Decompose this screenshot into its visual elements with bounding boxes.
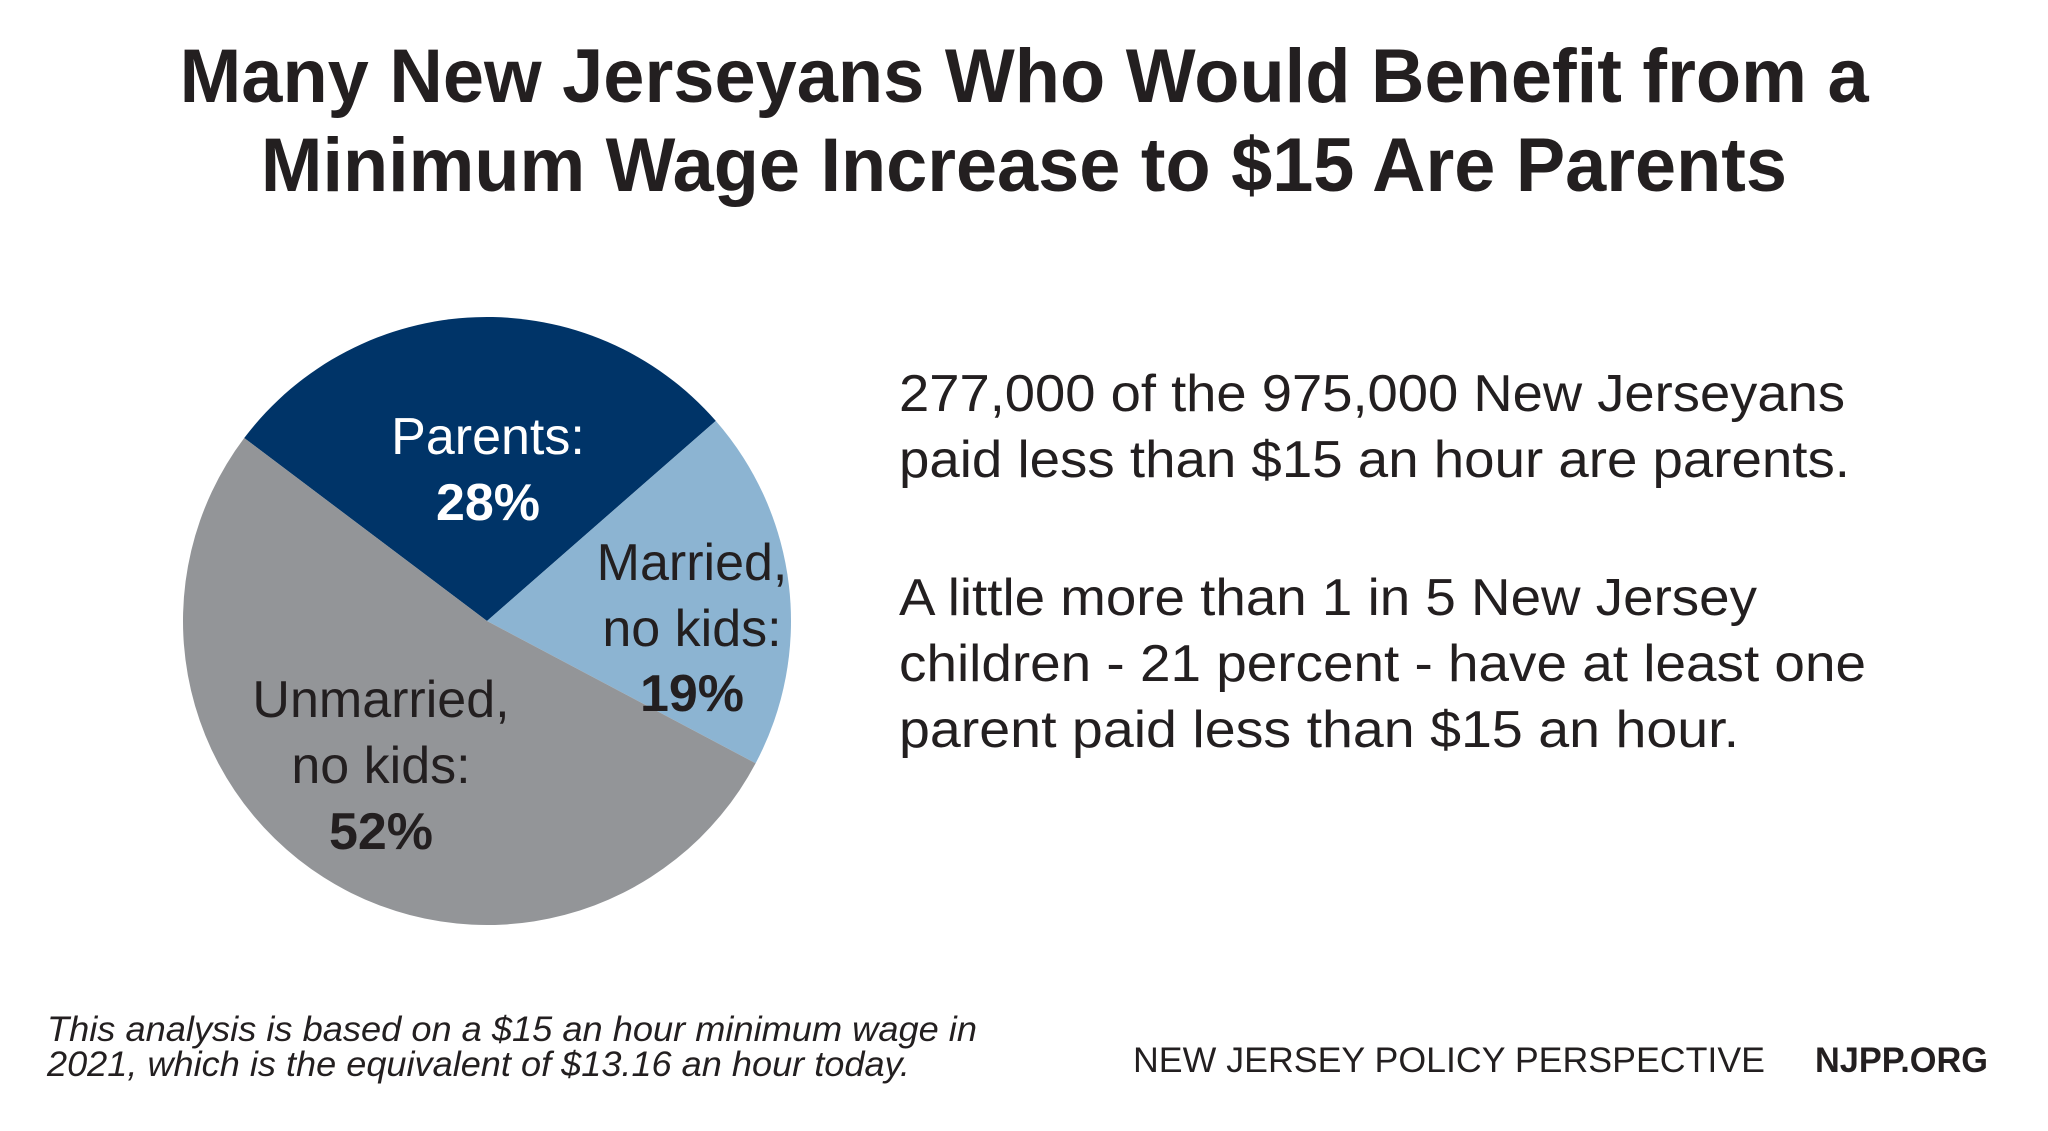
- stat-paragraph-2: A little more than 1 in 5 New Jersey chi…: [899, 565, 1866, 763]
- pie-slice-parents: [244, 316, 716, 621]
- slice-label-parents-value: 28%: [435, 474, 541, 532]
- chart-title-text-1: Many New Jerseyans Who Would Benefit fro…: [179, 34, 1869, 119]
- slice-label-married-name-1: Married,: [596, 534, 788, 592]
- stat-paragraph-1: 277,000 of the 975,000 New Jerseyans pai…: [899, 361, 1850, 493]
- chart-title-line-1: Many New Jerseyans Who Would Benefit fro…: [0, 39, 2048, 115]
- slice-label-unmarried-value: 52%: [328, 803, 434, 861]
- slice-label-parents: Parents: 28%: [391, 404, 585, 536]
- slice-label-parents-name: Parents:: [391, 408, 585, 466]
- slice-label-married-name-2: no kids:: [602, 599, 782, 658]
- chart-title-line-2: Minimum Wage Increase to $15 Are Parents: [0, 128, 2048, 204]
- slice-label-unmarried: Unmarried, no kids: 52%: [252, 667, 509, 865]
- website-link-text[interactable]: NJPP.ORG: [1815, 1041, 1989, 1080]
- slice-label-unmarried-name-1: Unmarried,: [252, 671, 510, 729]
- footnote-line-2: 2021, which is the equivalent of $13.16 …: [47, 1045, 910, 1084]
- slice-label-married: Married, no kids: 19%: [597, 531, 788, 728]
- stat-paragraph-1-line-1: 277,000 of the 975,000 New Jerseyans: [899, 365, 1846, 423]
- organization-name: NEW JERSEY POLICY PERSPECTIVE: [1133, 1043, 1765, 1078]
- footnote-line-1: This analysis is based on a $15 an hour …: [47, 1010, 978, 1049]
- chart-title-text-2: Minimum Wage Increase to $15 Are Parents: [260, 123, 1788, 208]
- slice-label-married-value: 19%: [639, 665, 745, 723]
- website-link[interactable]: NJPP.ORG: [1815, 1043, 1991, 1078]
- pie-slice-unmarried-no-kids: [182, 438, 756, 926]
- pie-slice-married-no-kids: [487, 420, 791, 764]
- stat-paragraph-2-line-1: A little more than 1 in 5 New Jersey: [899, 569, 1757, 627]
- organization-name-text: NEW JERSEY POLICY PERSPECTIVE: [1133, 1041, 1765, 1080]
- stat-paragraph-2-line-2: children - 21 percent - have at least on…: [899, 635, 1867, 693]
- stat-paragraph-1-line-2: paid less than $15 an hour are parents.: [899, 431, 1851, 489]
- stat-paragraph-2-line-3: parent paid less than $15 an hour.: [899, 701, 1740, 759]
- footnote: This analysis is based on a $15 an hour …: [47, 1012, 977, 1084]
- slice-label-unmarried-name-2: no kids:: [291, 737, 471, 795]
